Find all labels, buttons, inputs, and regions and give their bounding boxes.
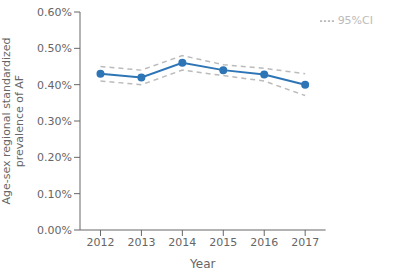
svg-text:2014: 2014: [168, 236, 196, 249]
svg-text:Age-sex regional standardizedp: Age-sex regional standardizedprevalence …: [0, 37, 26, 204]
svg-text:2012: 2012: [86, 236, 114, 249]
svg-text:0.60%: 0.60%: [37, 6, 72, 19]
svg-text:Year: Year: [189, 257, 215, 271]
html-text:95%CI: 95%CI: [337, 14, 373, 27]
svg-text:0.40%: 0.40%: [37, 79, 72, 92]
svg-text:2016: 2016: [250, 236, 278, 249]
svg-text:0.20%: 0.20%: [37, 151, 72, 164]
svg-text:0.50%: 0.50%: [37, 42, 72, 55]
svg-text:0.10%: 0.10%: [37, 188, 72, 201]
svg-text:0.30%: 0.30%: [37, 115, 72, 128]
svg-text:2015: 2015: [209, 236, 237, 249]
svg-text:0.00%: 0.00%: [37, 224, 72, 237]
svg-text:2017: 2017: [291, 236, 319, 249]
svg-text:2013: 2013: [127, 236, 155, 249]
